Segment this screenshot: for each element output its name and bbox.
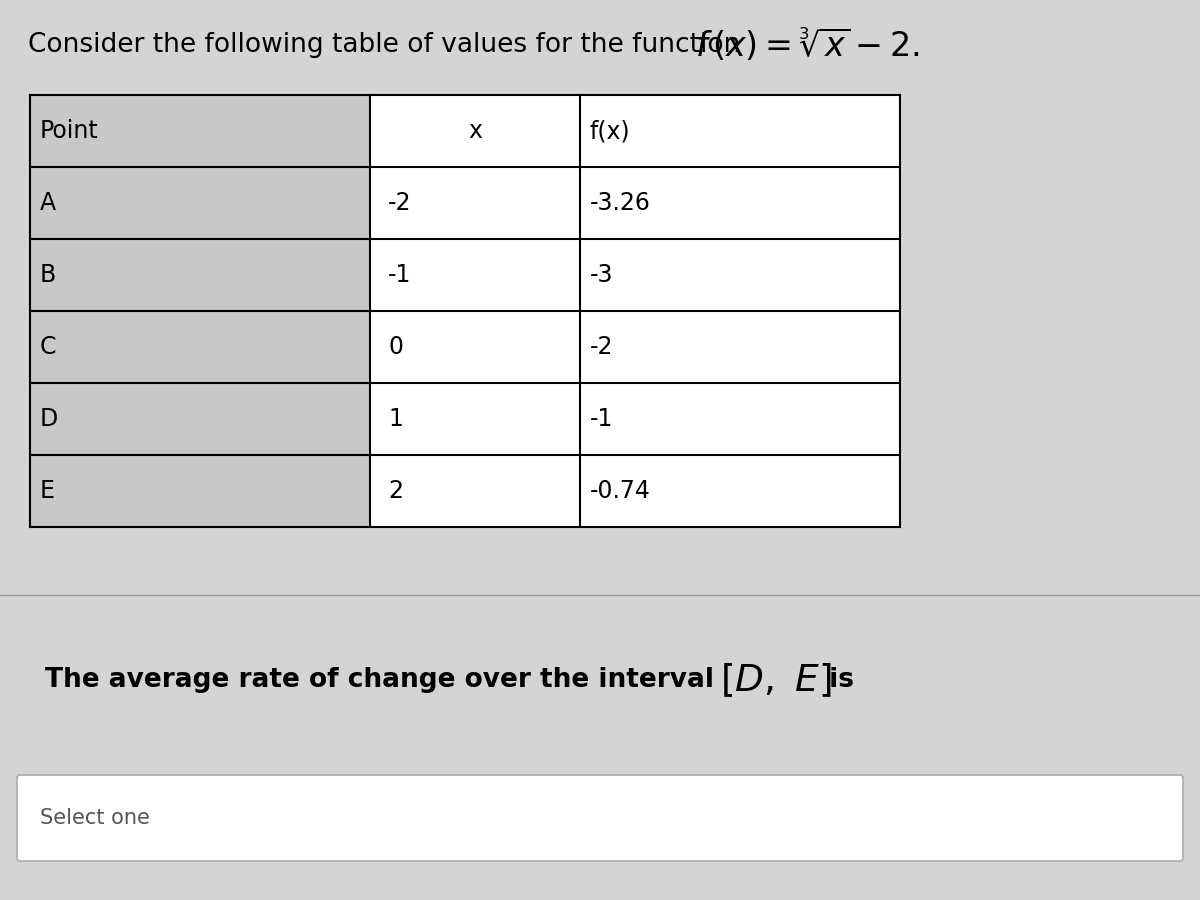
- Bar: [30, 95, 900, 527]
- Text: Select one: Select one: [40, 808, 150, 828]
- Text: $f\,(x) = \sqrt[3]{x} - 2.$: $f\,(x) = \sqrt[3]{x} - 2.$: [695, 26, 919, 64]
- Bar: [580, 383, 900, 455]
- Text: 2: 2: [388, 479, 403, 503]
- Text: 1: 1: [388, 407, 403, 431]
- Text: -3.26: -3.26: [590, 191, 650, 215]
- Bar: [370, 239, 580, 311]
- Text: is: is: [820, 667, 854, 693]
- Bar: [580, 167, 900, 239]
- Text: Point: Point: [40, 119, 98, 143]
- FancyBboxPatch shape: [17, 775, 1183, 861]
- Text: -2: -2: [388, 191, 412, 215]
- Text: A: A: [40, 191, 56, 215]
- Bar: [370, 167, 580, 239]
- Bar: [370, 95, 580, 167]
- Text: $\left[D,\ E\right]$: $\left[D,\ E\right]$: [720, 662, 832, 699]
- Text: -0.74: -0.74: [590, 479, 650, 503]
- Text: D: D: [40, 407, 59, 431]
- Bar: [580, 311, 900, 383]
- Bar: [370, 383, 580, 455]
- Text: f(x): f(x): [590, 119, 631, 143]
- Bar: [370, 455, 580, 527]
- Bar: [580, 239, 900, 311]
- Bar: [370, 311, 580, 383]
- Bar: [580, 455, 900, 527]
- Text: Consider the following table of values for the function: Consider the following table of values f…: [28, 32, 749, 58]
- Text: 0: 0: [388, 335, 403, 359]
- Bar: [580, 95, 900, 167]
- Text: -1: -1: [388, 263, 412, 287]
- Text: -1: -1: [590, 407, 613, 431]
- Text: B: B: [40, 263, 56, 287]
- Text: -3: -3: [590, 263, 613, 287]
- Text: E: E: [40, 479, 55, 503]
- Text: x: x: [468, 119, 482, 143]
- Text: The average rate of change over the interval: The average rate of change over the inte…: [46, 667, 724, 693]
- Text: -2: -2: [590, 335, 613, 359]
- Text: C: C: [40, 335, 56, 359]
